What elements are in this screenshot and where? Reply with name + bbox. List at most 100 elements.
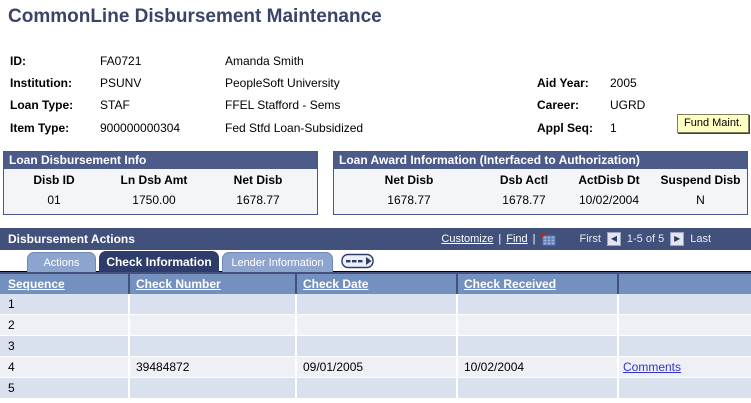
item-type-description: Fed Stfd Loan-Subsidized xyxy=(225,121,364,135)
tab-check-information[interactable]: Check Information xyxy=(99,251,219,272)
tab-lender-information[interactable]: Lender Information xyxy=(222,252,333,272)
tab-actions-label: Actions xyxy=(43,256,80,269)
next-page-button[interactable]: ▶ xyxy=(670,232,685,246)
sequence-cell: 2 xyxy=(0,315,128,335)
comments-link[interactable]: Comments xyxy=(623,360,682,374)
column-award-net-disb: Net Disb xyxy=(384,173,434,187)
loan-type-label: Loan Type: xyxy=(10,98,74,112)
appl-seq-value: 1 xyxy=(610,121,617,135)
check-received-cell xyxy=(456,294,617,314)
field-row-id: ID: FA0721 Amanda Smith xyxy=(0,54,751,68)
column-header-check-number[interactable]: Check Number xyxy=(136,277,221,291)
action-cell xyxy=(617,336,751,356)
show-all-columns-icon[interactable] xyxy=(341,253,378,270)
groupbox-loan-disbursement-info: Loan Disbursement Info Disb ID Ln Dsb Am… xyxy=(3,151,318,215)
sequence-cell: 1 xyxy=(0,294,128,314)
check-received-cell xyxy=(456,315,617,335)
column-header-check-date[interactable]: Check Date xyxy=(303,277,369,291)
check-number-cell: 39484872 xyxy=(128,357,295,377)
grid-tab-bar: Actions Check Information Lender Informa… xyxy=(0,250,751,272)
check-date-cell xyxy=(295,378,456,398)
action-cell xyxy=(617,378,751,398)
career-label: Career: xyxy=(537,98,580,112)
loan-award-information-values: 1678.77 1678.77 10/02/2004 N xyxy=(334,193,747,207)
check-date-cell xyxy=(295,336,456,356)
tab-check-information-label: Check Information xyxy=(106,255,212,269)
check-received-cell xyxy=(456,378,617,398)
groupbox-loan-award-information: Loan Award Information (Interfaced to Au… xyxy=(333,151,748,215)
check-information-grid: Sequence Check Number Check Date Check R… xyxy=(0,272,751,399)
download-grid-icon[interactable] xyxy=(540,232,556,246)
page-title: CommonLine Disbursement Maintenance xyxy=(8,6,382,27)
disbursement-actions-bar: Disbursement Actions Customize | Find | … xyxy=(0,228,751,250)
check-number-cell xyxy=(128,378,295,398)
column-net-disb: Net Disb xyxy=(233,173,283,187)
id-value: FA0721 xyxy=(100,54,142,68)
check-number-cell xyxy=(128,294,295,314)
prev-page-button[interactable]: ◀ xyxy=(606,232,621,246)
institution-value: PSUNV xyxy=(100,76,142,90)
fund-maint-button[interactable]: Fund Maint. xyxy=(677,114,750,133)
table-row: 4 39484872 09/01/2005 10/02/2004 Comment… xyxy=(0,357,751,378)
action-cell xyxy=(617,294,751,314)
customize-link[interactable]: Customize xyxy=(441,233,494,245)
ln-dsb-amt-value: 1750.00 xyxy=(132,193,176,207)
loan-award-information-title: Loan Award Information (Interfaced to Au… xyxy=(334,152,747,169)
item-type-value: 900000000304 xyxy=(100,121,181,135)
check-number-cell xyxy=(128,315,295,335)
loan-type-value: STAF xyxy=(100,98,130,112)
column-ln-dsb-amt: Ln Dsb Amt xyxy=(120,173,188,187)
tab-lender-information-label: Lender Information xyxy=(231,256,324,269)
table-row: 3 xyxy=(0,336,751,357)
loan-disbursement-info-headers: Disb ID Ln Dsb Amt Net Disb xyxy=(4,173,317,187)
table-row: 1 xyxy=(0,294,751,315)
loan-disbursement-info-values: 01 1750.00 1678.77 xyxy=(4,193,317,207)
column-header-sequence[interactable]: Sequence xyxy=(8,277,65,291)
sequence-cell: 3 xyxy=(0,336,128,356)
tab-actions[interactable]: Actions xyxy=(27,252,96,272)
grid-toolbar: Customize | Find | First ◀ 1-5 of 5 ▶ La… xyxy=(441,228,715,250)
sequence-cell: 5 xyxy=(0,378,128,398)
toolbar-separator: | xyxy=(498,233,502,245)
grid-header-row: Sequence Check Number Check Date Check R… xyxy=(0,272,751,294)
column-actdisb-dt: ActDisb Dt xyxy=(578,173,640,187)
check-date-cell: 09/01/2005 xyxy=(295,357,456,377)
check-received-cell xyxy=(456,336,617,356)
field-row-loan-type: Loan Type: STAF FFEL Stafford - Sems Car… xyxy=(0,98,751,112)
loan-disbursement-info-title: Loan Disbursement Info xyxy=(4,152,317,169)
column-disb-id: Disb ID xyxy=(33,173,75,187)
aid-year-label: Aid Year: xyxy=(537,76,589,90)
field-row-item-type: Item Type: 900000000304 Fed Stfd Loan-Su… xyxy=(0,121,751,135)
first-label: First xyxy=(579,233,601,245)
net-disb-value: 1678.77 xyxy=(236,193,280,207)
last-label: Last xyxy=(690,233,711,245)
disb-id-value: 01 xyxy=(47,193,61,207)
institution-description: PeopleSoft University xyxy=(225,76,340,90)
toolbar-separator: | xyxy=(532,233,536,245)
find-link[interactable]: Find xyxy=(506,233,528,245)
check-received-cell: 10/02/2004 xyxy=(456,357,617,377)
disbursement-actions-title: Disbursement Actions xyxy=(8,232,135,246)
id-label: ID: xyxy=(10,54,26,68)
id-description: Amanda Smith xyxy=(225,54,304,68)
career-value: UGRD xyxy=(610,98,646,112)
institution-label: Institution: xyxy=(10,76,72,90)
column-header-check-received[interactable]: Check Received xyxy=(464,277,557,291)
column-dsb-actl: Dsb Actl xyxy=(499,173,549,187)
check-date-cell xyxy=(295,294,456,314)
item-type-label: Item Type: xyxy=(10,121,70,135)
table-row: 2 xyxy=(0,315,751,336)
check-number-cell xyxy=(128,336,295,356)
appl-seq-label: Appl Seq: xyxy=(537,121,593,135)
actdisb-dt-value: 10/02/2004 xyxy=(578,193,640,207)
suspend-disb-value: N xyxy=(696,193,705,207)
award-net-disb-value: 1678.77 xyxy=(387,193,431,207)
field-row-institution: Institution: PSUNV PeopleSoft University… xyxy=(0,76,751,90)
table-row: 5 xyxy=(0,378,751,399)
action-cell: Comments xyxy=(617,357,751,377)
check-date-cell xyxy=(295,315,456,335)
column-suspend-disb: Suspend Disb xyxy=(660,173,741,187)
action-cell xyxy=(617,315,751,335)
loan-type-description: FFEL Stafford - Sems xyxy=(225,98,341,112)
